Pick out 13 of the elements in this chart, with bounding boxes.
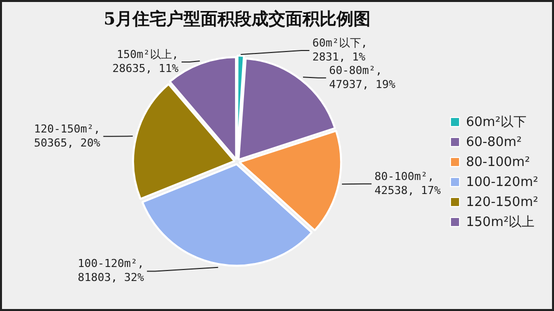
data-label: 100-120m², 81803, 32% (78, 257, 144, 284)
legend-label: 80-100m² (466, 154, 530, 170)
data-label: 120-150m², 50365, 20% (34, 122, 101, 150)
legend-label: 100-120m² (466, 174, 538, 190)
data-label: 60-80m², 47937, 19% (329, 64, 396, 91)
legend-label: 150m²以上 (466, 214, 535, 231)
legend-label: 60-80m² (466, 134, 522, 150)
legend-label: 120-150m² (466, 194, 538, 210)
data-label: 80-100m², 42538, 17% (374, 170, 442, 197)
data-label: 60m²以下, 2831, 1% (312, 36, 368, 64)
legend-label: 60m²以下 (466, 114, 526, 131)
chart-title: 5月住宅户型面积段成交面积比例图 (104, 10, 370, 30)
data-label: 150m²以上, 28635, 11% (112, 48, 179, 75)
